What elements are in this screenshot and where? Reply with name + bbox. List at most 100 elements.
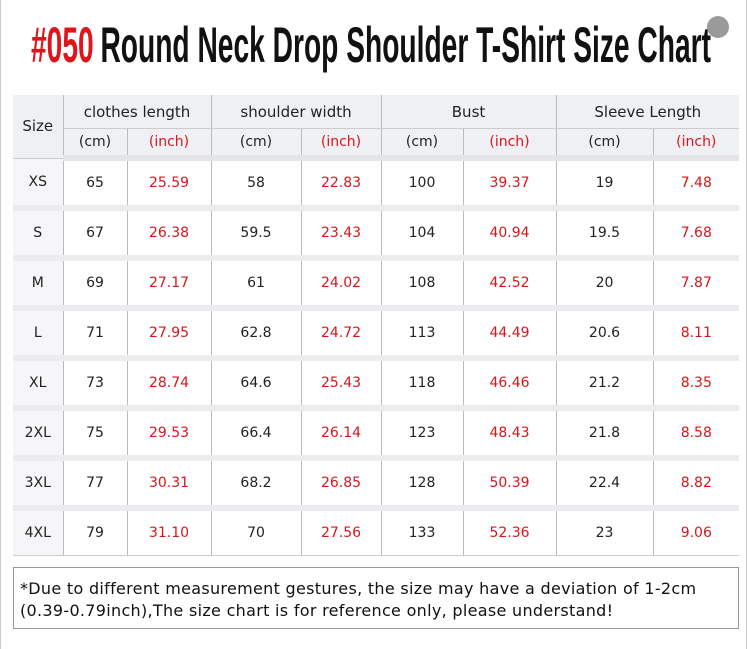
unit-header: (inch) <box>653 128 740 161</box>
size-row: L 71 27.95 62.8 24.72 113 44.49 20.6 8.11 <box>13 308 740 361</box>
footnote-line: *Due to different measurement gestures, … <box>20 579 697 598</box>
unit-header: (cm) <box>63 128 128 161</box>
size-row: 3XL 77 30.31 68.2 26.85 128 50.39 22.4 8.82 <box>13 458 740 511</box>
value-cell: 67 <box>63 208 128 261</box>
value-cell: 69 <box>63 258 128 311</box>
value-cell: 22.83 <box>301 158 382 211</box>
value-cell: 128 <box>381 458 464 511</box>
value-cell: 100 <box>381 158 464 211</box>
value-cell: 25.59 <box>127 158 212 211</box>
value-cell: 30.31 <box>127 458 212 511</box>
size-cell: 4XL <box>13 508 64 556</box>
value-cell: 68.2 <box>211 458 302 511</box>
group-header: Bust <box>381 95 557 129</box>
value-cell: 20 <box>556 258 654 311</box>
value-cell: 73 <box>63 358 128 411</box>
value-cell: 24.02 <box>301 258 382 311</box>
value-cell: 21.8 <box>556 408 654 461</box>
value-cell: 75 <box>63 408 128 461</box>
group-header: Sleeve Length <box>556 95 740 129</box>
value-cell: 46.46 <box>463 358 557 411</box>
value-cell: 50.39 <box>463 458 557 511</box>
value-cell: 108 <box>381 258 464 311</box>
size-row: S 67 26.38 59.5 23.43 104 40.94 19.5 7.68 <box>13 208 740 261</box>
value-cell: 19.5 <box>556 208 654 261</box>
value-cell: 65 <box>63 158 128 211</box>
value-cell: 20.6 <box>556 308 654 361</box>
title-bar: #050Round Neck Drop Shoulder T-Shirt Siz… <box>31 17 711 73</box>
size-row: XL 73 28.74 64.6 25.43 118 46.46 21.2 8.35 <box>13 358 740 411</box>
value-cell: 22.4 <box>556 458 654 511</box>
size-cell: 2XL <box>13 408 64 461</box>
value-cell: 40.94 <box>463 208 557 261</box>
value-cell: 26.85 <box>301 458 382 511</box>
value-cell: 64.6 <box>211 358 302 411</box>
size-row: 4XL 79 31.10 70 27.56 133 52.36 23 9.06 <box>13 508 740 556</box>
size-row: M 69 27.17 61 24.02 108 42.52 20 7.87 <box>13 258 740 311</box>
value-cell: 27.95 <box>127 308 212 361</box>
value-cell: 133 <box>381 508 464 556</box>
size-cell: XL <box>13 358 64 411</box>
value-cell: 42.52 <box>463 258 557 311</box>
value-cell: 26.38 <box>127 208 212 261</box>
unit-header: (cm) <box>381 128 464 161</box>
value-cell: 8.82 <box>653 458 740 511</box>
value-cell: 39.37 <box>463 158 557 211</box>
value-cell: 59.5 <box>211 208 302 261</box>
value-cell: 52.36 <box>463 508 557 556</box>
value-cell: 62.8 <box>211 308 302 361</box>
size-cell: XS <box>13 158 64 211</box>
value-cell: 8.35 <box>653 358 740 411</box>
value-cell: 61 <box>211 258 302 311</box>
zoom-icon[interactable] <box>707 16 729 38</box>
value-cell: 8.58 <box>653 408 740 461</box>
unit-header: (inch) <box>463 128 557 161</box>
value-cell: 58 <box>211 158 302 211</box>
group-header: clothes length <box>63 95 212 129</box>
size-row: 2XL 75 29.53 66.4 26.14 123 48.43 21.8 8.58 <box>13 408 740 461</box>
unit-header: (cm) <box>556 128 654 161</box>
value-cell: 123 <box>381 408 464 461</box>
value-cell: 77 <box>63 458 128 511</box>
unit-header: (cm) <box>211 128 302 161</box>
value-cell: 23 <box>556 508 654 556</box>
group-header: shoulder width <box>211 95 382 129</box>
value-cell: 7.68 <box>653 208 740 261</box>
size-cell: 3XL <box>13 458 64 511</box>
size-cell: M <box>13 258 64 311</box>
value-cell: 26.14 <box>301 408 382 461</box>
value-cell: 7.48 <box>653 158 740 211</box>
value-cell: 19 <box>556 158 654 211</box>
unit-header: (inch) <box>301 128 382 161</box>
value-cell: 25.43 <box>301 358 382 411</box>
value-cell: 24.72 <box>301 308 382 361</box>
value-cell: 8.11 <box>653 308 740 361</box>
value-cell: 23.43 <box>301 208 382 261</box>
unit-header: (inch) <box>127 128 212 161</box>
value-cell: 27.17 <box>127 258 212 311</box>
size-row: XS 65 25.59 58 22.83 100 39.37 19 7.48 <box>13 158 740 211</box>
title: #050Round Neck Drop Shoulder T-Shirt Siz… <box>31 17 711 73</box>
value-cell: 118 <box>381 358 464 411</box>
size-header: Size <box>13 95 64 159</box>
size-cell: L <box>13 308 64 361</box>
value-cell: 66.4 <box>211 408 302 461</box>
value-cell: 104 <box>381 208 464 261</box>
value-cell: 79 <box>63 508 128 556</box>
footnote: *Due to different measurement gestures, … <box>13 567 739 629</box>
value-cell: 71 <box>63 308 128 361</box>
footnote-line: (0.39-0.79inch),The size chart is for re… <box>20 601 614 620</box>
size-cell: S <box>13 208 64 261</box>
value-cell: 44.49 <box>463 308 557 361</box>
value-cell: 27.56 <box>301 508 382 556</box>
value-cell: 7.87 <box>653 258 740 311</box>
value-cell: 31.10 <box>127 508 212 556</box>
value-cell: 29.53 <box>127 408 212 461</box>
title-code: #050 <box>31 17 94 73</box>
value-cell: 21.2 <box>556 358 654 411</box>
title-text: Round Neck Drop Shoulder T-Shirt Size Ch… <box>100 17 711 73</box>
value-cell: 28.74 <box>127 358 212 411</box>
value-cell: 9.06 <box>653 508 740 556</box>
value-cell: 113 <box>381 308 464 361</box>
